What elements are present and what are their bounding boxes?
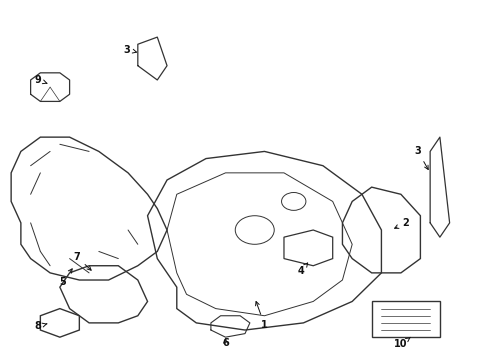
Text: 4: 4	[297, 263, 308, 276]
Bar	[372, 301, 440, 337]
Text: 2: 2	[394, 218, 409, 228]
Text: 3: 3	[123, 45, 137, 55]
Text: 5: 5	[59, 269, 72, 287]
Text: 3: 3	[415, 147, 428, 170]
Text: 6: 6	[222, 338, 229, 347]
Text: 9: 9	[35, 75, 47, 85]
Text: 8: 8	[34, 321, 47, 332]
Text: 1: 1	[256, 302, 268, 330]
Text: 10: 10	[394, 337, 411, 349]
Text: 7: 7	[74, 252, 91, 270]
